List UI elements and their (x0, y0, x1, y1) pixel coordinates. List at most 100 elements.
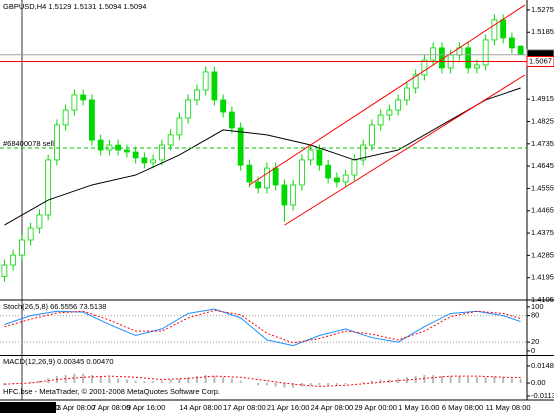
histogram-bar (99, 376, 102, 384)
histogram-bar (117, 378, 120, 384)
histogram-bar (29, 381, 32, 384)
x-tick-label: 3 Apr 08:00 (57, 403, 95, 412)
histogram-bar (47, 378, 50, 384)
candle-body (220, 99, 227, 113)
candle-body (403, 87, 410, 101)
histogram-bar (195, 376, 198, 384)
candle-body (132, 151, 139, 159)
histogram-bar (327, 383, 330, 386)
candle-body (124, 149, 130, 153)
candle-body (333, 177, 340, 183)
candle-body (465, 47, 472, 69)
y-tick-label: 1.4375 (531, 228, 554, 237)
candle-body (491, 19, 498, 41)
candle-body (412, 74, 419, 89)
candle-body (18, 239, 25, 256)
histogram-bar (449, 376, 452, 384)
candle-body (290, 184, 297, 206)
y-tick-label: 0 (531, 346, 535, 355)
histogram-bar (73, 373, 76, 384)
x-tick-label: 21 Apr 16:00 (267, 403, 310, 412)
y-tick-label: 1.4825 (531, 116, 554, 125)
y-tick-label: 1.4645 (531, 161, 554, 170)
candle-body (167, 134, 174, 146)
candle-body (10, 254, 17, 266)
candle-body (421, 59, 428, 76)
x-tick-label: 2009.03.31 20:00 (1, 403, 59, 412)
histogram-bar (125, 379, 128, 384)
y-tick-label: 80 (531, 311, 539, 320)
histogram-bar (283, 383, 286, 388)
histogram-bar (230, 378, 233, 384)
candle-body (89, 99, 95, 141)
histogram-bar (265, 383, 268, 386)
y-tick-label: 0.00 (531, 378, 546, 387)
histogram-bar (493, 376, 496, 384)
candle-body (202, 71, 209, 91)
price-box-label: 1.5094 (529, 50, 552, 59)
footer: HFC.bse - MetaTrader, © 2001-2008 MetaQu… (3, 387, 220, 396)
x-tick-label: 24 Apr 08:00 (311, 403, 354, 412)
candle-body (473, 64, 480, 69)
panel-title: Stoch(26,5,8) 66.5556 73.5138 (3, 302, 106, 311)
candle-body (158, 144, 165, 161)
histogram-bar (510, 378, 513, 384)
candle-body (342, 174, 349, 183)
y-tick-label: 100 (531, 302, 544, 311)
candle-body (176, 117, 183, 136)
y-tick-label: -0.0113 (531, 391, 554, 400)
x-tick-label: 9 Apr 16:00 (127, 403, 165, 412)
trendline (249, 4, 526, 186)
histogram-bar (397, 378, 400, 384)
y-tick-label: 0.0148 (531, 361, 554, 370)
x-tick-label: 11 May 08:00 (486, 403, 531, 412)
histogram-bar (467, 377, 470, 384)
histogram-bar (222, 377, 225, 384)
x-tick-label: 7 Apr 08:00 (92, 403, 130, 412)
moving-average (4, 87, 521, 226)
x-tick-label: 29 Apr 00:00 (354, 403, 397, 412)
candle-body (193, 89, 200, 101)
candle-body (368, 124, 375, 146)
histogram-bar (405, 377, 408, 384)
candle-body (508, 37, 515, 49)
candle-body (325, 164, 332, 179)
histogram-bar (38, 380, 41, 384)
candle-body (307, 149, 314, 161)
candle-body (395, 99, 402, 111)
y-tick-label: 1.4285 (531, 250, 554, 259)
histogram-bar (335, 383, 338, 386)
histogram-bar (484, 377, 487, 384)
y-tick-label: 1.4735 (531, 139, 554, 148)
histogram-bar (344, 383, 347, 385)
panel-title: GBPUSD,H4 1.5129 1.5131 1.5094 1.5094 (3, 2, 146, 11)
candle-body (62, 109, 69, 126)
price-box (526, 55, 554, 67)
histogram-bar (187, 377, 190, 384)
candle-body (54, 124, 60, 161)
candle-body (228, 111, 235, 129)
x-tick-label: 1 May 16:00 (398, 403, 439, 412)
time-cursor-box (0, 402, 56, 413)
histogram-bar (432, 374, 435, 384)
price-box-label: 1.5067 (529, 56, 552, 65)
histogram-bar (309, 383, 312, 386)
histogram-bar (90, 374, 93, 384)
histogram-bar (178, 378, 181, 384)
histogram-bar (213, 376, 216, 384)
candle-body (517, 45, 524, 56)
candle-body (500, 19, 507, 39)
histogram-bar (423, 374, 426, 384)
y-tick-label: 1.4555 (531, 183, 554, 192)
candle-body (246, 164, 253, 183)
x-tick-label: 14 Apr 08:00 (179, 403, 222, 412)
y-tick-label: 1.4915 (531, 94, 554, 103)
histogram-bar (370, 380, 373, 384)
candle-body (45, 159, 52, 216)
candle-body (36, 214, 43, 229)
candle-body (1, 264, 8, 277)
y-tick-label: 1.4105 (531, 295, 554, 304)
candle-body (237, 127, 244, 166)
histogram-bar (169, 379, 172, 384)
